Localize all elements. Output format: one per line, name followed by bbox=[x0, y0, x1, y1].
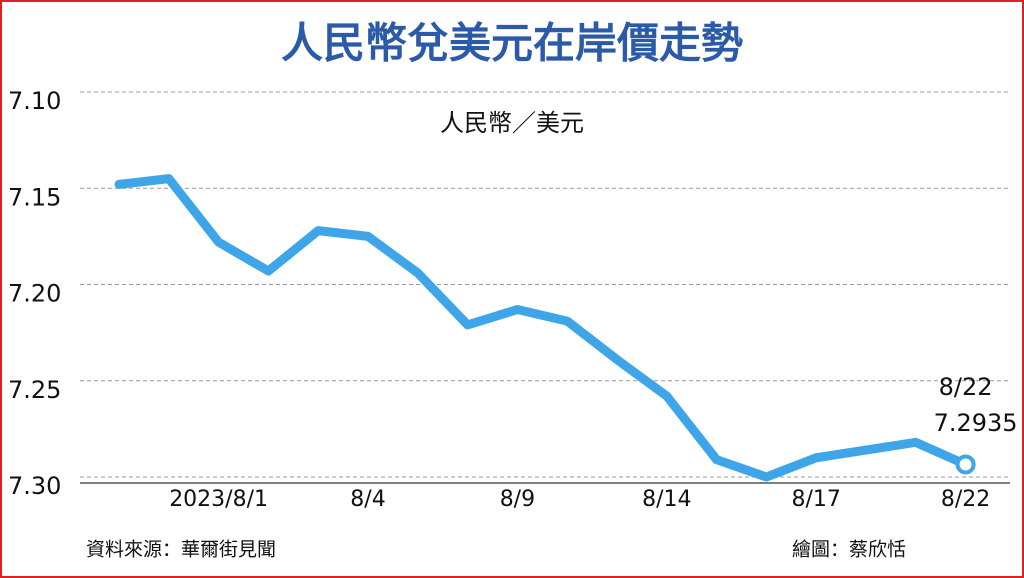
source: 資料來源：華爾街見聞 bbox=[86, 539, 276, 561]
y-tick-label: 7.10 bbox=[8, 87, 61, 115]
x-tick-label: 8/4 bbox=[350, 487, 385, 512]
y-tick-label: 7.20 bbox=[8, 280, 61, 308]
y-tick-label: 7.15 bbox=[8, 183, 61, 211]
chart-title: 人民幣兌美元在岸價走勢 bbox=[281, 19, 743, 68]
annotation: 8/22 bbox=[939, 373, 993, 401]
credit: 繪圖：蔡欣恬 bbox=[792, 539, 906, 561]
x-tick-label: 2023/8/1 bbox=[169, 487, 268, 512]
y-tick-label: 7.30 bbox=[8, 472, 61, 500]
y-tick-label: 7.25 bbox=[8, 376, 61, 404]
x-tick-label: 8/14 bbox=[642, 487, 691, 512]
x-tick-label: 8/22 bbox=[941, 487, 990, 512]
series-line bbox=[114, 174, 971, 482]
x-tick-label: 8/9 bbox=[500, 487, 535, 512]
value-label: 7.2935 bbox=[934, 409, 1018, 437]
end-point bbox=[955, 454, 976, 475]
y-label: 人民幣／美元 bbox=[440, 109, 584, 137]
x-tick-label: 8/17 bbox=[791, 487, 840, 512]
